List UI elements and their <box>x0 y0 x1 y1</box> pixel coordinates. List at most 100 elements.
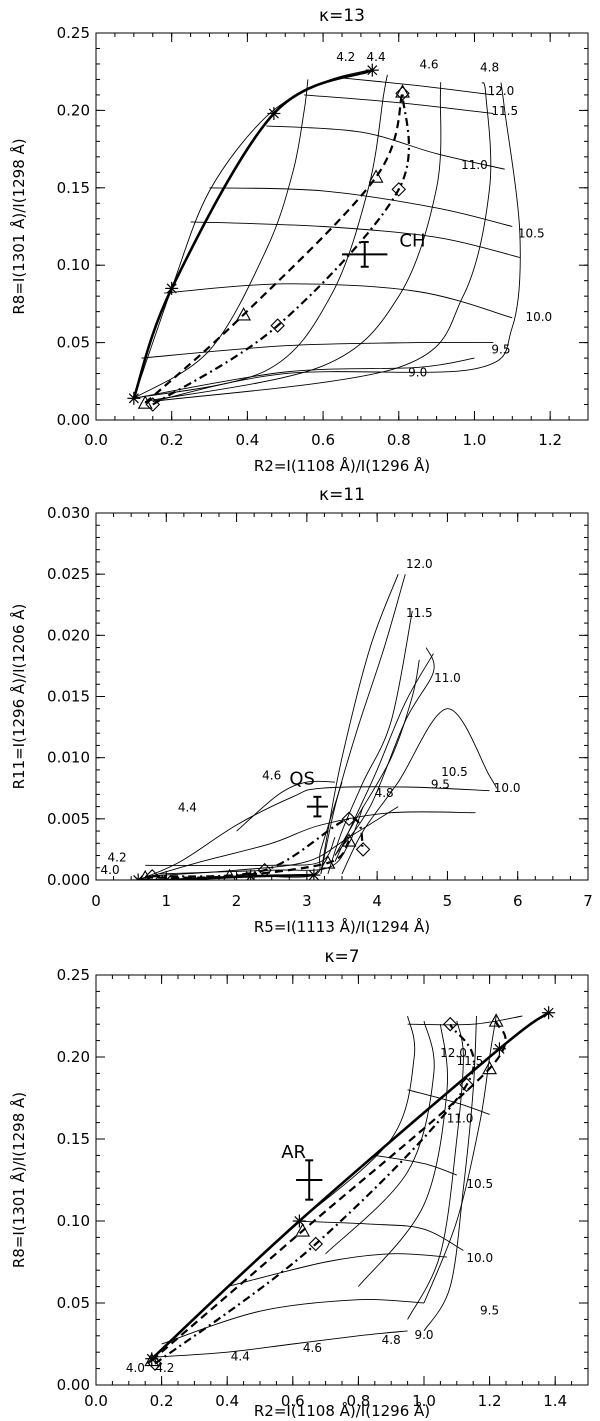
grid-value-label: 11.0 <box>447 1112 474 1126</box>
series-line-solid <box>150 1011 550 1360</box>
triangle-marker <box>488 1013 504 1027</box>
grid-value-label: 12.0 <box>488 84 515 98</box>
y-tick-label: 0.10 <box>57 1212 90 1230</box>
grid-value-label: 4.8 <box>375 786 394 800</box>
grid-value-label: 9.5 <box>480 1303 499 1317</box>
x-tick-label: 5 <box>443 892 453 910</box>
model-grid-line <box>190 221 521 258</box>
grid-value-label: 12.0 <box>406 557 433 571</box>
y-tick-label: 0.000 <box>47 871 90 889</box>
y-tick-label: 0.25 <box>57 24 90 42</box>
grid-value-label: 4.6 <box>419 58 438 72</box>
grid-value-label: 4.2 <box>108 851 127 865</box>
model-grid-line <box>334 647 435 856</box>
observation-label: CH <box>399 230 425 251</box>
model-grid-line <box>374 1154 457 1176</box>
model-grid-line <box>138 786 490 880</box>
y-axis-label: R8=I(1301 Å)/I(1298 Å) <box>9 138 28 314</box>
model-grid-line <box>145 82 442 402</box>
observation-label: QS <box>289 769 315 790</box>
y-tick-label: 0.020 <box>47 626 90 644</box>
asterisk-stroke <box>133 874 140 880</box>
y-tick-label: 0.00 <box>57 411 90 429</box>
y-axis-label: R11=I(1296 Å)/I(1206 Å) <box>9 604 28 790</box>
series-line-dashed <box>144 91 404 404</box>
y-tick-label: 0.025 <box>47 565 90 583</box>
grid-value-label: 10.5 <box>466 1177 493 1191</box>
model-grid-line <box>138 811 476 880</box>
grid-value-label: 10.0 <box>494 781 521 795</box>
grid-value-label: 10.0 <box>525 310 552 324</box>
y-tick-label: 0.10 <box>57 256 90 274</box>
grid-value-label: 11.5 <box>491 104 518 118</box>
model-grid-line <box>292 1220 464 1251</box>
grid-value-label: 4.2 <box>336 50 355 64</box>
x-axis-label: R2=I(1108 Å)/I(1296 Å) <box>254 456 430 475</box>
diamond-marker <box>355 842 371 857</box>
model-grid-line <box>133 357 475 399</box>
grid-value-label: 4.4 <box>178 800 197 814</box>
model-grid-line <box>152 82 521 402</box>
asterisk-marker <box>267 106 281 120</box>
grid-value-label: 10.5 <box>518 226 545 240</box>
model-grid-line <box>133 74 388 399</box>
y-tick-label: 0.15 <box>57 179 90 197</box>
x-tick-label: 4 <box>372 892 382 910</box>
model-grid-line <box>334 659 420 856</box>
diamond-marker <box>308 1236 324 1252</box>
panel-3: κ=7 0.0 0.2 0.4 0.6 0.8 1.0 1.2 1.4 0.00 0.05 0.10 0… <box>9 947 589 1420</box>
asterisk-marker <box>365 63 379 77</box>
model-grid-line <box>341 77 494 96</box>
y-tick-label: 0.05 <box>57 1294 90 1312</box>
grid-value-label: 9.5 <box>431 777 450 791</box>
grid-value-label: 4.4 <box>367 50 386 64</box>
asterisk-stroke <box>543 1007 554 1018</box>
x-tick-label: 1.0 <box>463 431 487 449</box>
asterisk-stroke <box>494 1043 505 1054</box>
x-tick-label: 0.0 <box>84 431 108 449</box>
x-tick-label: 1.2 <box>538 431 562 449</box>
asterisk-marker <box>131 873 145 880</box>
observation-label: AR <box>281 1142 306 1163</box>
model-grid-line <box>209 187 513 227</box>
y-tick-label: 0.030 <box>47 504 90 522</box>
x-tick-label: 1.0 <box>412 1392 436 1410</box>
grid-value-label: 4.8 <box>382 1333 401 1347</box>
asterisk-stroke <box>367 65 378 76</box>
triangle-marker <box>368 169 384 183</box>
asterisk-stroke <box>166 283 177 294</box>
model-grid-line <box>358 1024 448 1287</box>
diamond-marker <box>459 1077 474 1093</box>
x-tick-label: 0.0 <box>84 1392 108 1410</box>
asterisk-stroke <box>165 874 172 880</box>
x-tick-label: 6 <box>513 892 523 910</box>
triangle-marker <box>320 855 336 869</box>
x-axis-label: R5=I(1113 Å)/I(1294 Å) <box>254 917 430 936</box>
x-tick-label: 1.4 <box>543 1392 567 1410</box>
grid-value-label: 4.4 <box>231 1349 250 1363</box>
observation-point <box>306 795 328 818</box>
triangle-marker <box>295 1223 311 1237</box>
asterisk-stroke <box>137 874 144 880</box>
asterisk-marker <box>542 1006 556 1020</box>
grid-value-label: 4.2 <box>155 1361 174 1375</box>
chart-title: κ=11 <box>319 485 365 505</box>
model-grid-line <box>227 1253 448 1288</box>
x-tick-label: 0 <box>91 892 101 910</box>
observation-point <box>342 240 388 268</box>
y-axis-label: R8=I(1301 Å)/I(1298 Å) <box>9 1092 28 1268</box>
diamond-marker <box>144 869 160 880</box>
y-tick-label: 0.15 <box>57 1130 90 1148</box>
diamond-marker <box>147 1356 163 1371</box>
model-grid-line <box>327 610 413 875</box>
diamond-marker <box>395 86 410 101</box>
panel-1: κ=13 0.0 0.2 0.4 0.6 0.8 1.0 1.2 0.00 0.05 0.10 0.1… <box>9 6 589 475</box>
x-tick-label: 0.6 <box>311 431 335 449</box>
x-tick-label: 0.4 <box>235 431 259 449</box>
model-grid-line <box>423 1015 477 1332</box>
x-tick-label: 0.8 <box>346 1392 370 1410</box>
diamond-marker <box>145 397 161 412</box>
model-grid-line <box>133 69 369 399</box>
x-tick-label: 0.8 <box>387 431 411 449</box>
grid-value-label: 10.5 <box>441 765 468 779</box>
